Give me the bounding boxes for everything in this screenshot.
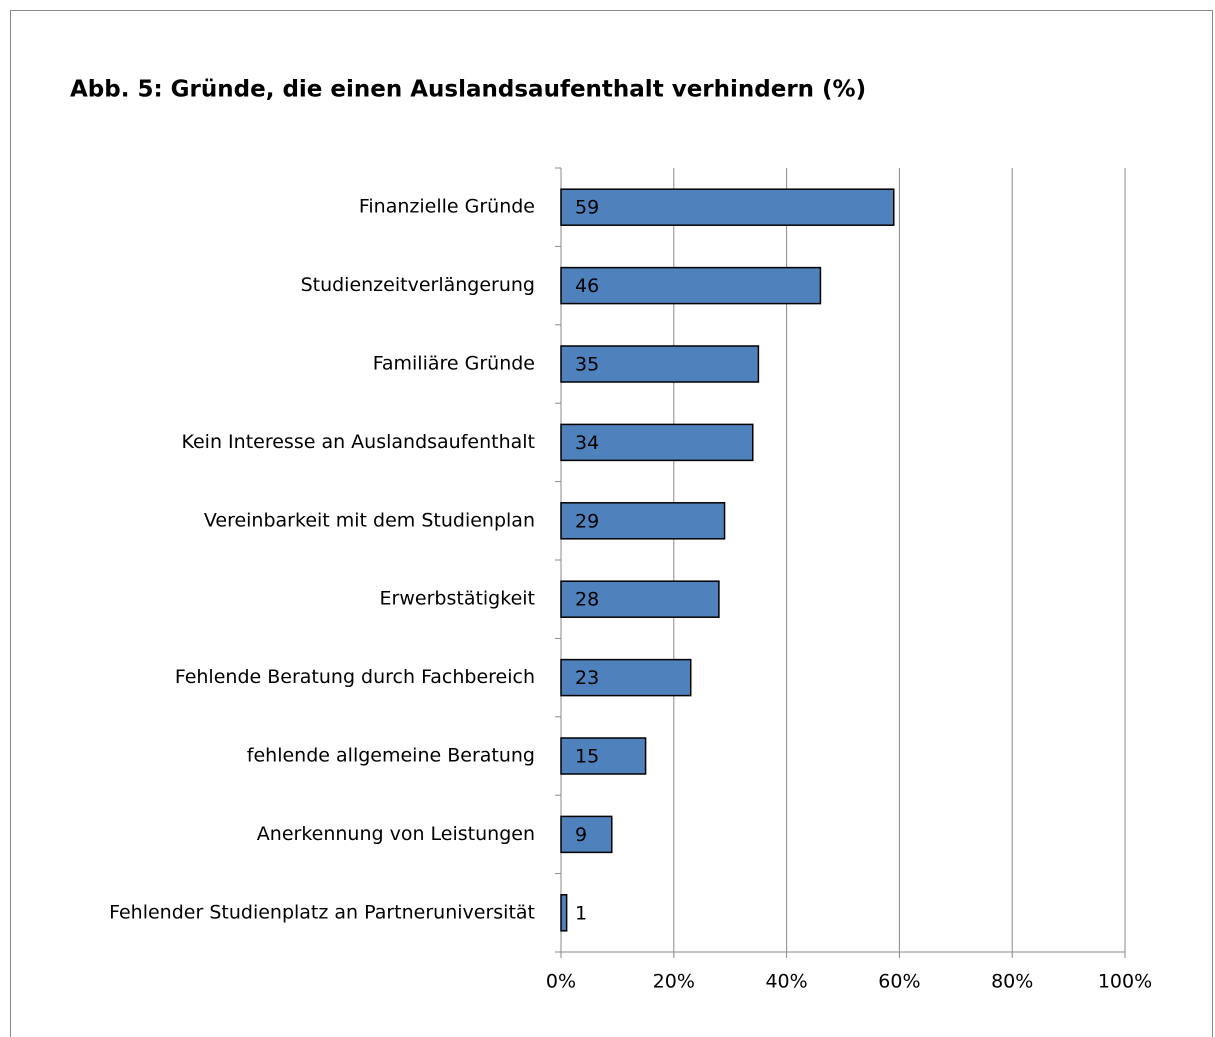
bar: [560, 188, 895, 226]
y-tick-label: Kein Interesse an Auslandsaufenthalt: [181, 431, 535, 453]
y-tick-label: Finanzielle Gründe: [359, 196, 535, 218]
bar-value-label: 34: [575, 432, 599, 454]
y-tick-label: Fehlende Beratung durch Fachbereich: [175, 666, 535, 688]
bar-value-label: 29: [575, 510, 599, 532]
bar: [560, 502, 726, 540]
bar-value-label: 59: [575, 197, 599, 219]
x-tick-label: 0%: [546, 971, 576, 993]
bar: [560, 423, 754, 462]
x-tick-label: 100%: [1098, 971, 1152, 993]
y-tick-label: Familiäre Gründe: [373, 353, 535, 375]
y-tick-label: Fehlender Studienplatz an Partnerunivers…: [109, 901, 535, 923]
y-tick-label: Studienzeitverlängerung: [301, 274, 535, 296]
bar-value-label: 35: [575, 354, 599, 376]
x-tick-label: 20%: [653, 971, 695, 993]
y-tick-label: Erwerbstätigkeit: [380, 588, 535, 610]
bar: [560, 737, 647, 775]
x-tick-label: 40%: [765, 971, 807, 993]
x-tick-label: 60%: [878, 971, 920, 993]
bar: [560, 580, 720, 618]
bar-value-label: 1: [575, 902, 587, 924]
y-tick-label: Anerkennung von Leistungen: [257, 823, 535, 845]
chart-title: Abb. 5: Gründe, die einen Auslandsaufent…: [70, 77, 866, 103]
bar-value-label: 28: [575, 589, 599, 611]
y-tick-label: fehlende allgemeine Beratung: [247, 745, 535, 767]
bar-value-label: 9: [575, 824, 587, 846]
bar: [560, 345, 760, 383]
bar: [560, 266, 822, 305]
bar: [560, 894, 568, 932]
bar: [560, 815, 613, 854]
x-tick-label: 80%: [991, 971, 1033, 993]
bar-value-label: 46: [575, 275, 599, 297]
y-tick-label: Vereinbarkeit mit dem Studienplan: [204, 509, 535, 531]
bar: [560, 658, 692, 697]
bar-value-label: 23: [575, 667, 599, 689]
bar-value-label: 15: [575, 746, 599, 768]
